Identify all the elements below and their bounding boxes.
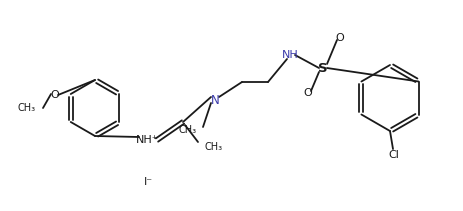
Text: O: O	[336, 33, 344, 43]
Text: NH: NH	[282, 50, 298, 60]
Text: NH⁺: NH⁺	[136, 135, 158, 145]
Text: O: O	[304, 88, 313, 98]
Text: S: S	[318, 61, 328, 74]
Text: N: N	[211, 93, 219, 107]
Text: CH₃: CH₃	[204, 142, 222, 152]
Text: Cl: Cl	[388, 150, 400, 160]
Text: O: O	[50, 90, 59, 100]
Text: CH₃: CH₃	[179, 125, 197, 135]
Text: I⁻: I⁻	[144, 177, 153, 187]
Text: CH₃: CH₃	[18, 103, 36, 113]
